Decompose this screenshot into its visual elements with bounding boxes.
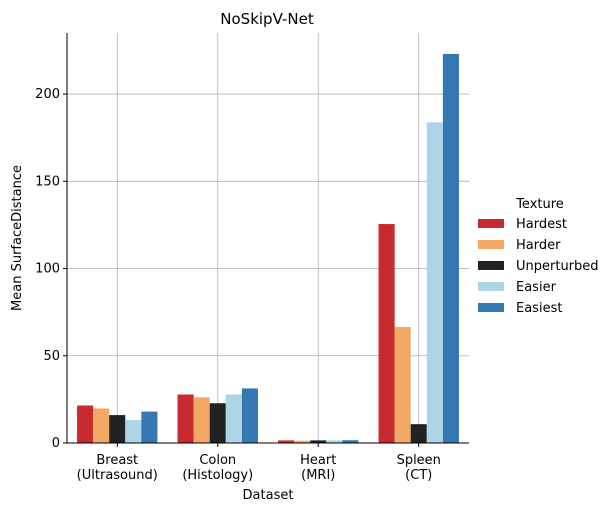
- x-tick-label: (Histology): [182, 468, 253, 483]
- legend-swatch: [478, 282, 504, 291]
- bar: [342, 440, 359, 443]
- y-tick-label: 200: [35, 87, 60, 102]
- legend-label: Harder: [516, 238, 561, 253]
- bar: [394, 326, 411, 443]
- legend-title: Texture: [515, 197, 564, 212]
- y-tick-label: 0: [52, 436, 60, 451]
- bar: [125, 419, 142, 443]
- bar: [241, 388, 258, 443]
- x-ticks: Breast(Ultrasound)Colon(Histology)Heart(…: [77, 443, 441, 483]
- bar: [109, 415, 126, 443]
- chart-title: NoSkipV-Net: [220, 10, 314, 28]
- bar: [410, 424, 427, 443]
- bar: [141, 411, 158, 443]
- y-axis-label: Mean SurfaceDistance: [10, 165, 25, 311]
- x-tick-label: Breast: [96, 453, 138, 468]
- bar: [310, 440, 327, 443]
- y-tick-label: 150: [35, 174, 60, 189]
- legend-label: Easiest: [516, 301, 562, 316]
- bar: [294, 440, 311, 443]
- x-tick-label: (CT): [405, 468, 432, 483]
- x-axis-label: Dataset: [243, 488, 294, 503]
- legend-label: Hardest: [516, 217, 567, 232]
- legend-swatch: [478, 240, 504, 249]
- bar: [177, 394, 194, 443]
- legend-label: Unperturbed: [516, 259, 599, 274]
- bar: [442, 53, 459, 444]
- bar: [278, 440, 295, 443]
- x-tick-label: (MRI): [301, 468, 335, 483]
- bar: [209, 403, 226, 443]
- bar: [93, 408, 110, 443]
- x-tick-label: (Ultrasound): [77, 468, 158, 483]
- bar: [225, 394, 242, 443]
- bar: [378, 224, 395, 443]
- legend-swatch: [478, 303, 504, 312]
- gridlines: [67, 33, 469, 444]
- bars: [77, 53, 459, 444]
- legend-swatch: [478, 261, 504, 270]
- x-tick-label: Colon: [199, 453, 236, 468]
- bar: [193, 397, 210, 443]
- y-tick-label: 50: [43, 349, 60, 364]
- x-tick-label: Spleen: [397, 453, 441, 468]
- bar: [426, 122, 443, 443]
- legend: Texture Hardest Harder Unperturbed Easier Ea…: [478, 197, 599, 316]
- legend-swatch: [478, 219, 504, 228]
- y-ticks: 0 50 100 150 200: [35, 87, 67, 451]
- y-tick-label: 100: [35, 262, 60, 277]
- legend-label: Easier: [516, 280, 557, 295]
- bar: [77, 405, 94, 443]
- x-tick-label: Heart: [300, 453, 336, 468]
- bar: [326, 440, 343, 443]
